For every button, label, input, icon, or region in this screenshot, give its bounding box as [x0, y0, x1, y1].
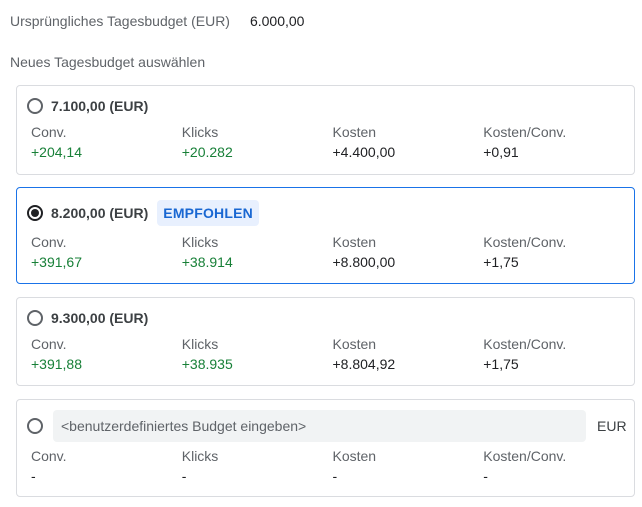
metric-value-cost-per-conv: +1,75: [483, 254, 519, 270]
budget-option-3[interactable]: 9.300,00 (EUR) Conv. +391,88 Klicks +38.93…: [16, 297, 635, 386]
metric-value-clicks: +38.914: [181, 254, 233, 270]
metric-label-conv: Conv.: [31, 234, 67, 250]
budget-option-custom[interactable]: EUR Conv. - Klicks - Kosten - Kosten/Conv. -: [16, 399, 635, 497]
metric-label-cost-per-conv: Kosten/Conv.: [483, 448, 567, 464]
metric-label-cost-per-conv: Kosten/Conv.: [483, 234, 567, 250]
metric-label-conv: Conv.: [31, 336, 67, 352]
metric-value-clicks: +20.282: [181, 144, 233, 160]
metric-label-cost: Kosten: [332, 124, 377, 140]
metric-label-clicks: Klicks: [181, 124, 219, 140]
metric-value-cost-per-conv: +1,75: [483, 356, 519, 372]
metric-value-cost-per-conv: +0,91: [483, 144, 519, 160]
radio-option-1[interactable]: [27, 98, 43, 114]
metric-label-clicks: Klicks: [181, 234, 219, 250]
radio-option-2[interactable]: [27, 205, 43, 221]
budget-option-2[interactable]: 8.200,00 (EUR) EMPFOHLEN Conv. +391,67 Kl…: [16, 187, 635, 284]
option-amount: 9.300,00 (EUR): [51, 310, 149, 326]
metric-label-cost: Kosten: [332, 336, 377, 352]
metric-label-cost-per-conv: Kosten/Conv.: [483, 336, 567, 352]
metric-label-cost: Kosten: [332, 234, 377, 250]
metric-label-conv: Conv.: [31, 124, 67, 140]
metric-label-cost-per-conv: Kosten/Conv.: [483, 124, 567, 140]
custom-budget-unit: EUR: [597, 418, 627, 434]
original-budget-label: Ursprüngliches Tagesbudget (EUR): [10, 13, 230, 29]
option-amount: 8.200,00 (EUR): [51, 205, 149, 221]
metric-value-conv: -: [31, 468, 36, 484]
original-budget-value: 6.000,00: [249, 13, 305, 29]
original-budget-row: Ursprüngliches Tagesbudget (EUR) 6.000,0…: [10, 13, 304, 29]
metric-value-conv: +204,14: [31, 144, 82, 160]
option-amount: 7.100,00 (EUR): [51, 98, 149, 114]
metric-label-clicks: Klicks: [181, 336, 219, 352]
section-label: Neues Tagesbudget auswählen: [10, 54, 206, 70]
metric-value-cost: -: [332, 468, 338, 484]
metric-value-conv: +391,88: [31, 356, 82, 372]
metric-label-cost: Kosten: [332, 448, 377, 464]
metric-value-cost: +8.804,92: [332, 356, 396, 372]
metric-value-conv: +391,67: [31, 254, 82, 270]
metric-value-clicks: -: [181, 468, 187, 484]
radio-option-3[interactable]: [27, 310, 43, 326]
budget-option-1[interactable]: 7.100,00 (EUR) Conv. +204,14 Klicks +20.28…: [16, 85, 635, 175]
radio-option-custom[interactable]: [27, 418, 43, 434]
metric-value-cost: +8.800,00: [332, 254, 396, 270]
metric-label-conv: Conv.: [31, 448, 67, 464]
custom-budget-input[interactable]: [53, 410, 586, 442]
metric-value-cost: +4.400,00: [332, 144, 396, 160]
metric-value-clicks: +38.935: [181, 356, 233, 372]
metric-label-clicks: Klicks: [181, 448, 219, 464]
metric-value-cost-per-conv: -: [483, 468, 488, 484]
recommended-badge: EMPFOHLEN: [157, 200, 259, 226]
